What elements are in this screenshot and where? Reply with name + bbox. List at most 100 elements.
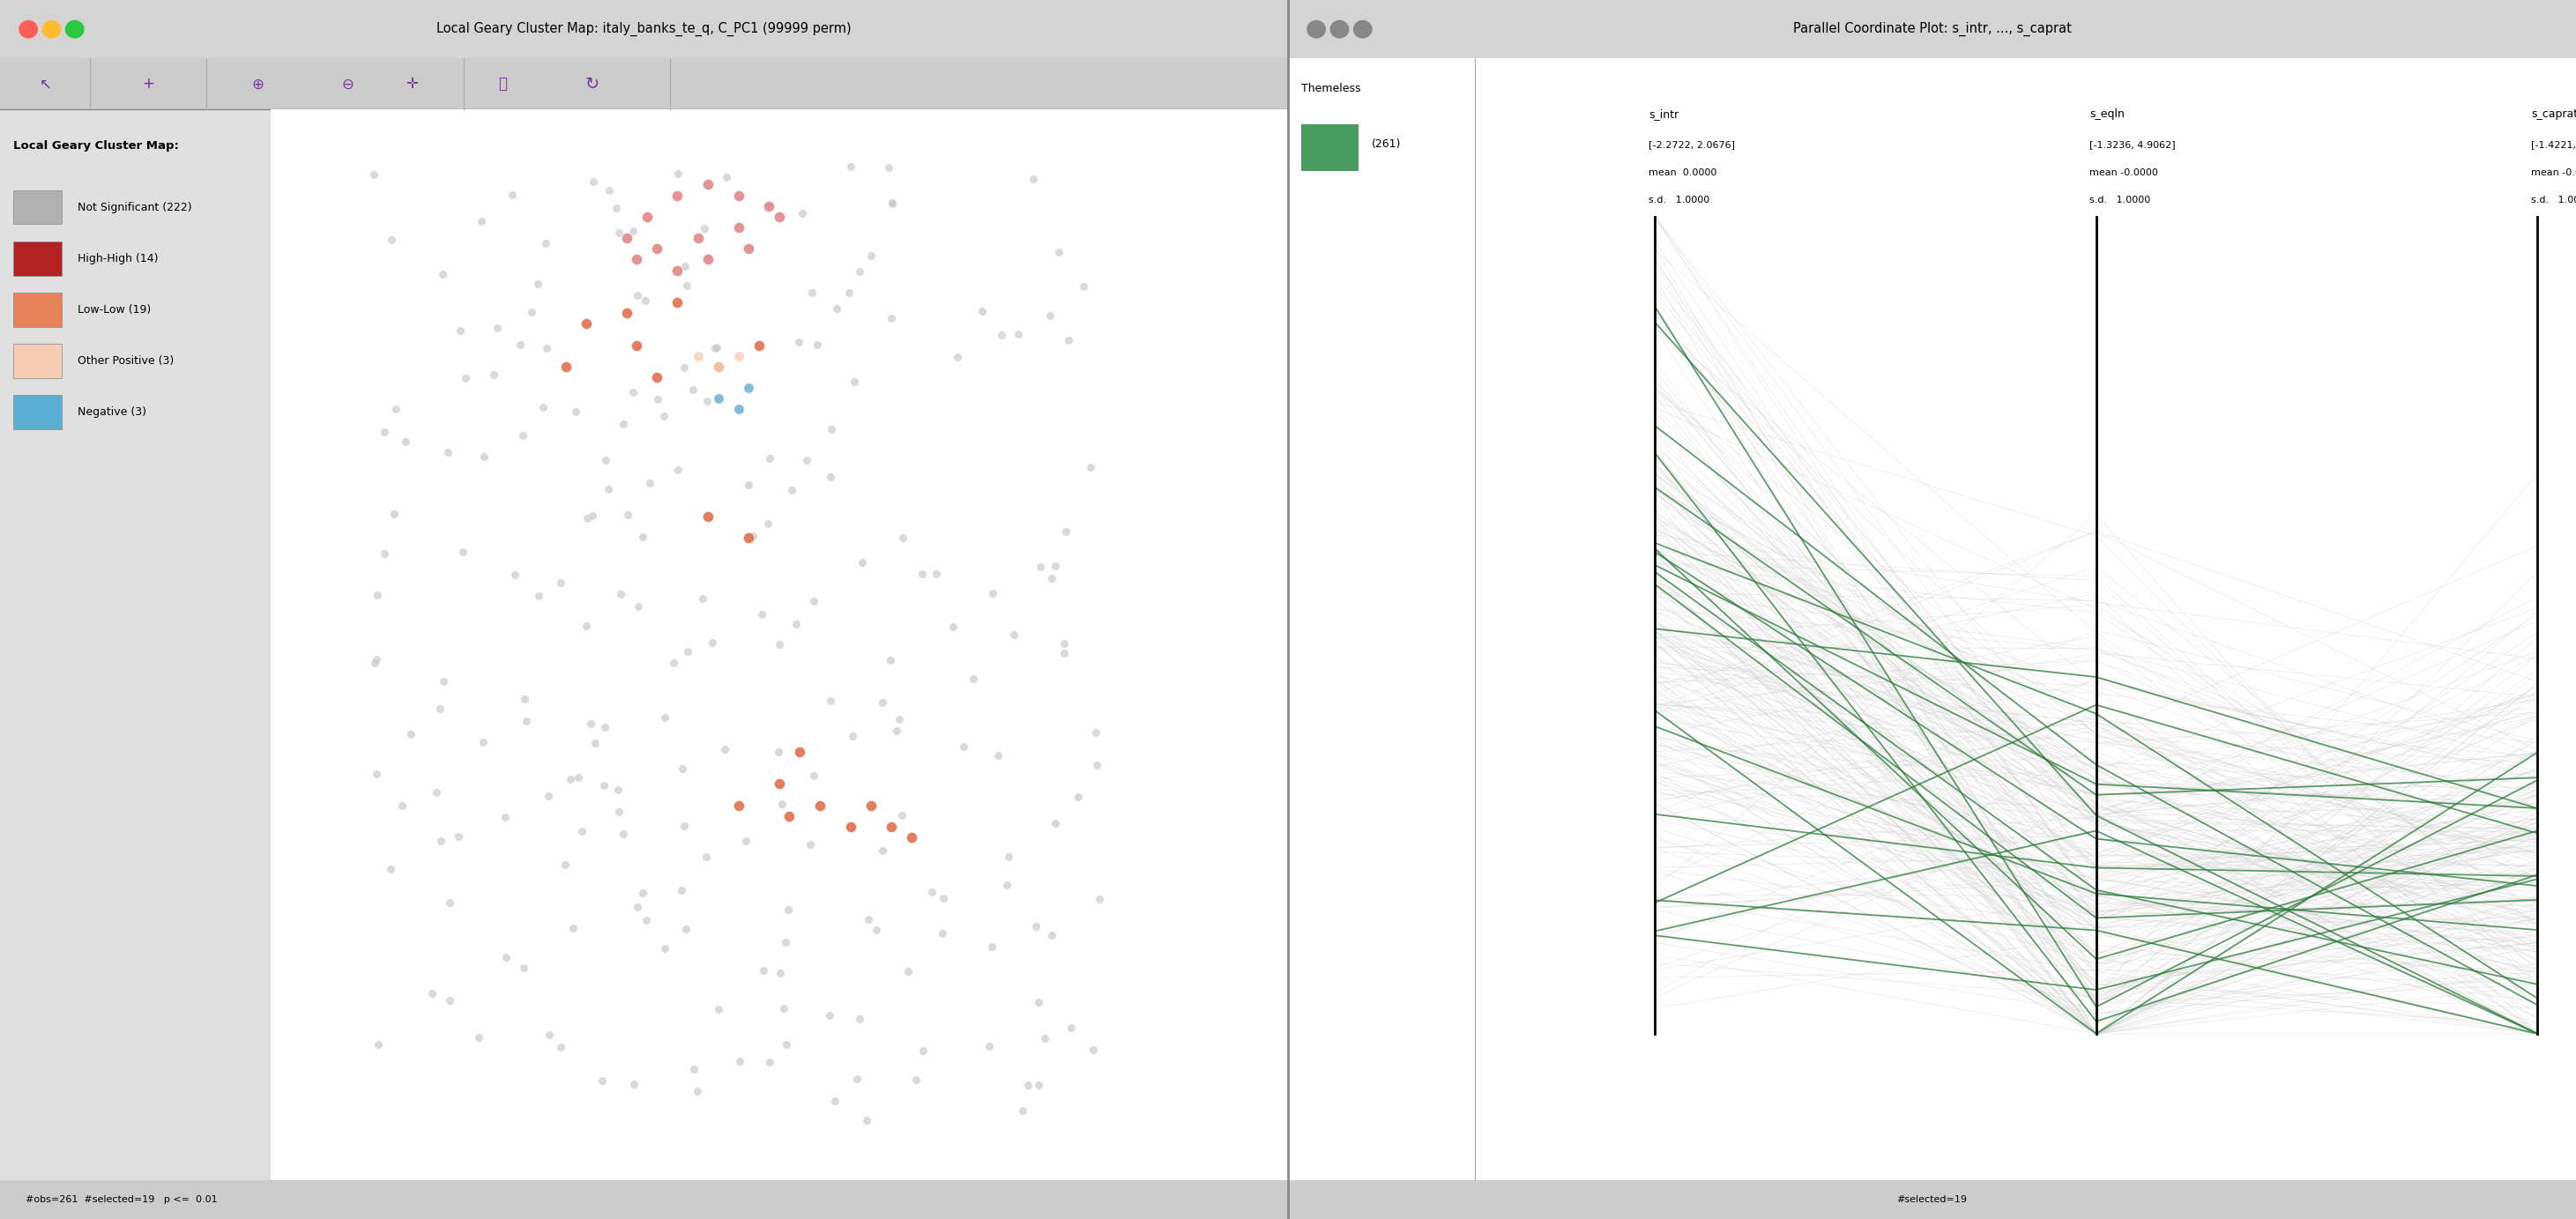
Point [551,918,592,937]
Point [757,207,799,227]
Point [412,984,453,1003]
Point [1064,277,1105,296]
Point [544,856,585,875]
Point [518,585,559,605]
Text: ↖: ↖ [39,76,52,93]
Bar [0,1180,1288,1219]
Point [381,796,422,816]
Point [868,158,909,178]
Point [541,573,582,592]
Point [832,727,873,746]
Polygon shape [546,184,840,345]
Point [355,653,397,673]
Point [358,585,399,605]
Point [523,397,564,417]
Point [644,406,685,425]
Point [582,1072,623,1091]
Point [742,605,783,624]
Point [585,717,626,736]
Polygon shape [422,388,636,517]
Point [757,774,799,794]
Point [446,368,487,388]
Point [461,211,502,230]
Point [760,635,801,655]
Point [987,846,1028,865]
Point [657,165,698,184]
Point [605,228,647,247]
Bar [1301,124,1360,171]
Point [644,708,685,728]
Polygon shape [626,688,819,902]
Point [688,507,729,527]
Point [595,197,636,217]
Text: Other Positive (3): Other Positive (3) [77,355,173,367]
Point [762,1000,804,1019]
Point [1002,1101,1043,1120]
Point [703,739,744,758]
Point [979,746,1020,766]
Polygon shape [402,206,484,271]
Point [855,920,896,940]
Polygon shape [636,1095,799,1169]
Point [616,285,657,305]
Point [613,221,654,240]
Point [546,357,587,377]
Point [783,204,824,223]
Point [376,400,417,419]
Point [698,389,739,408]
Point [654,653,696,673]
Point [1036,556,1077,575]
Point [914,564,956,584]
Point [894,1070,935,1090]
Point [621,528,662,547]
Point [541,1037,582,1057]
Point [572,506,613,525]
Point [729,378,770,397]
Point [484,947,526,967]
Point [603,824,644,844]
Point [842,552,884,572]
Bar [1288,0,2576,59]
Point [690,633,732,652]
Point [464,446,505,466]
Text: s_caprat: s_caprat [2530,108,2576,119]
Point [363,544,404,563]
Point [598,223,639,243]
Point [696,339,737,358]
Point [657,185,698,205]
Point [1036,814,1077,834]
Point [443,542,484,562]
Point [1043,644,1084,663]
Point [526,339,567,358]
Text: #selected=19: #selected=19 [1896,1195,1968,1204]
Text: s.d.   1.0000: s.d. 1.0000 [2530,196,2576,205]
Bar [0,59,1288,110]
Circle shape [1355,21,1373,38]
Point [440,321,482,340]
Polygon shape [881,773,1043,1030]
Point [724,830,765,850]
Point [688,250,729,269]
Point [902,1041,943,1061]
Point [636,368,677,388]
Text: ↻: ↻ [585,76,600,93]
Point [386,432,428,451]
Point [845,1111,886,1130]
Point [933,617,974,636]
Point [739,335,781,355]
Text: High-High (14): High-High (14) [77,252,157,265]
Text: (261): (261) [1370,138,1401,150]
Point [961,302,1002,322]
Point [698,1000,739,1019]
Text: s.d.   1.0000: s.d. 1.0000 [2089,196,2151,205]
Text: ✛: ✛ [407,76,417,93]
Point [667,641,708,661]
Point [672,380,714,400]
Point [943,736,984,756]
Point [513,302,554,322]
Point [665,816,706,835]
Point [732,527,773,546]
Point [938,347,979,367]
Point [1077,756,1118,775]
Point [698,357,739,377]
